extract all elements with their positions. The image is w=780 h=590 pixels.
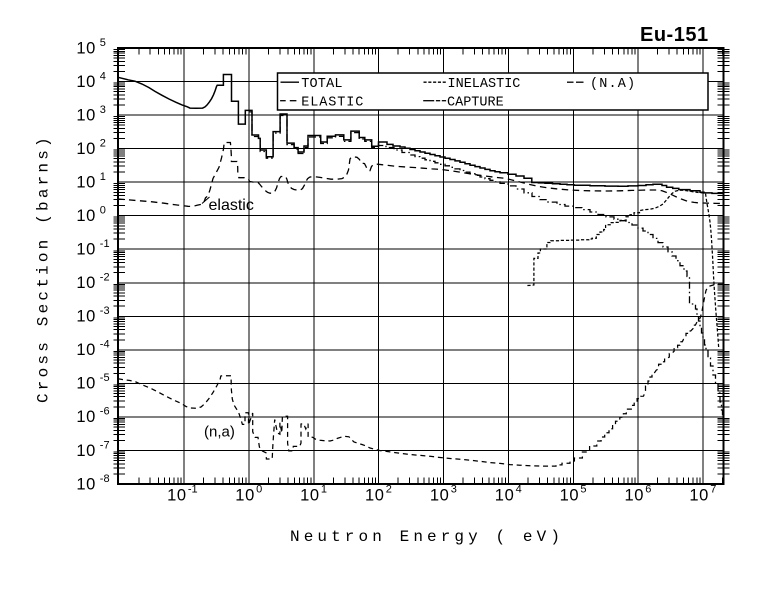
svg-text:10: 10 xyxy=(76,241,96,259)
svg-text:10: 10 xyxy=(689,487,709,505)
svg-text:-1: -1 xyxy=(100,238,110,250)
svg-text:10: 10 xyxy=(167,487,187,505)
svg-text:4: 4 xyxy=(100,70,106,82)
svg-text:10: 10 xyxy=(495,487,515,505)
svg-text:1: 1 xyxy=(321,484,327,496)
svg-text:ELASTIC: ELASTIC xyxy=(301,95,364,110)
svg-text:CAPTURE: CAPTURE xyxy=(447,95,504,110)
svg-text:INELASTIC: INELASTIC xyxy=(448,77,521,92)
svg-text:Eu-151: Eu-151 xyxy=(640,24,709,46)
svg-text:4: 4 xyxy=(516,484,522,496)
svg-text:10: 10 xyxy=(235,487,255,505)
svg-text:-1: -1 xyxy=(188,484,198,496)
svg-text:-3: -3 xyxy=(100,305,110,317)
svg-text:1: 1 xyxy=(100,171,106,183)
svg-text:-4: -4 xyxy=(100,339,110,351)
svg-text:10: 10 xyxy=(76,106,96,124)
svg-text:5: 5 xyxy=(580,484,586,496)
svg-text:2: 2 xyxy=(100,137,106,149)
svg-text:10: 10 xyxy=(76,341,96,359)
svg-text:10: 10 xyxy=(76,207,96,225)
svg-text:Cross Section (barns): Cross Section (barns) xyxy=(35,134,53,403)
svg-text:10: 10 xyxy=(76,475,96,493)
svg-text:10: 10 xyxy=(76,408,96,426)
svg-text:10: 10 xyxy=(76,274,96,292)
svg-text:(N.A): (N.A) xyxy=(590,77,636,92)
svg-text:-2: -2 xyxy=(100,272,110,284)
svg-text:10: 10 xyxy=(76,73,96,91)
svg-text:10: 10 xyxy=(76,39,96,57)
svg-text:10: 10 xyxy=(430,487,450,505)
svg-text:-5: -5 xyxy=(100,372,110,384)
svg-text:7: 7 xyxy=(710,484,716,496)
svg-text:6: 6 xyxy=(645,484,651,496)
svg-text:3: 3 xyxy=(100,104,106,116)
svg-text:-7: -7 xyxy=(100,439,110,451)
svg-text:0: 0 xyxy=(256,484,262,496)
svg-text:10: 10 xyxy=(76,375,96,393)
svg-text:2: 2 xyxy=(386,484,392,496)
svg-text:0: 0 xyxy=(100,205,106,217)
svg-text:10: 10 xyxy=(365,487,385,505)
svg-text:10: 10 xyxy=(300,487,320,505)
svg-text:10: 10 xyxy=(76,442,96,460)
svg-text:Neutron Energy ( eV): Neutron Energy ( eV) xyxy=(290,528,564,546)
svg-text:10: 10 xyxy=(560,487,580,505)
svg-text:10: 10 xyxy=(76,174,96,192)
svg-text:-8: -8 xyxy=(100,473,110,485)
svg-text:10: 10 xyxy=(76,308,96,326)
svg-text:-6: -6 xyxy=(100,406,110,418)
svg-text:5: 5 xyxy=(100,37,106,49)
svg-text:10: 10 xyxy=(625,487,645,505)
svg-text:(n,a): (n,a) xyxy=(204,424,235,441)
svg-text:elastic: elastic xyxy=(209,197,254,214)
svg-text:3: 3 xyxy=(451,484,457,496)
svg-text:TOTAL: TOTAL xyxy=(301,77,343,92)
svg-text:10: 10 xyxy=(76,140,96,158)
